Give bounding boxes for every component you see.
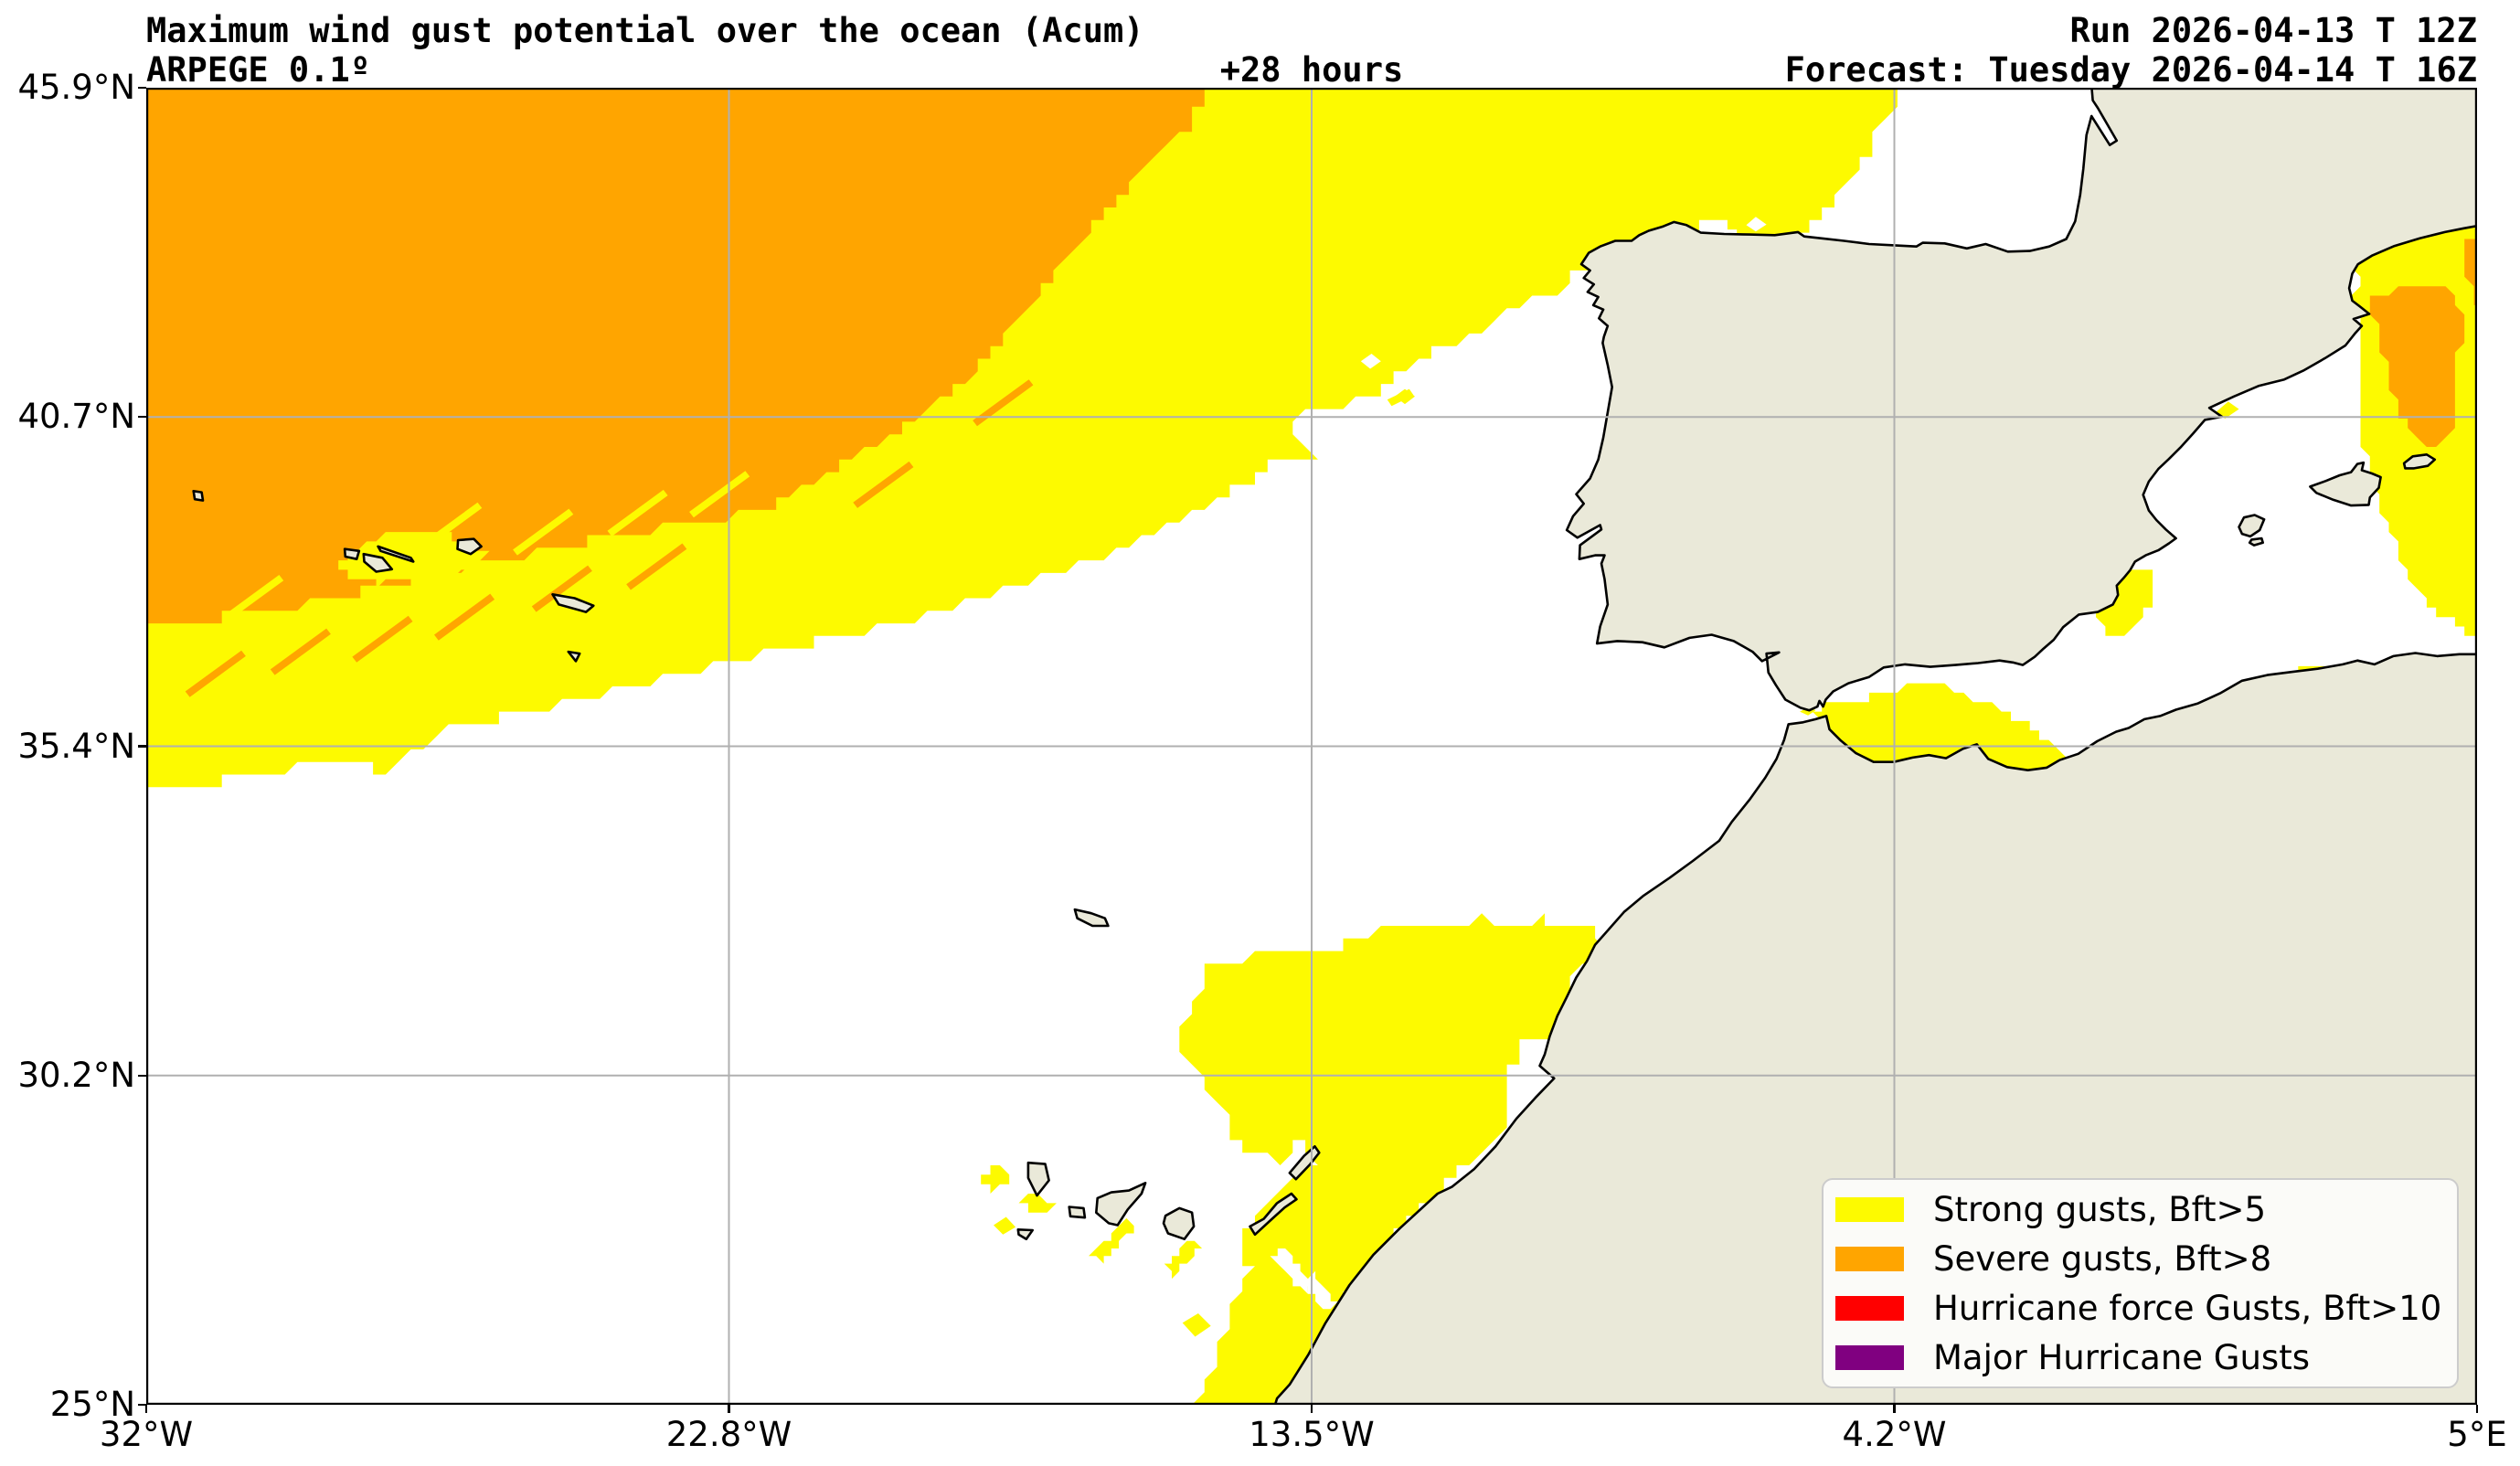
legend-swatch-hurricane bbox=[1835, 1295, 1904, 1321]
x-tick-label: 5°E bbox=[2447, 1415, 2507, 1454]
forecast-label: Forecast: Tuesday 2026-04-14 T 16Z bbox=[1784, 50, 2477, 90]
legend-label: Strong gusts, Bft>5 bbox=[1933, 1189, 2267, 1229]
legend-item-severe: Severe gusts, Bft>8 bbox=[1824, 1234, 2457, 1283]
region-strong-canary-gomera bbox=[1018, 1194, 1057, 1213]
region-calm-biscay-diamond bbox=[1746, 217, 1767, 232]
region-calm-streak-canary-2 bbox=[1300, 1270, 1338, 1310]
region-strong-canary-tenerife-streak bbox=[1089, 1217, 1134, 1264]
region-calm-streak-canary-1 bbox=[1270, 1248, 1316, 1294]
map-title: Maximum wind gust potential over the oce… bbox=[146, 11, 1144, 50]
legend-item-hurricane: Hurricane force Gusts, Bft>10 bbox=[1824, 1283, 2457, 1333]
legend-item-strong: Strong gusts, Bft>5 bbox=[1824, 1184, 2457, 1234]
land-menorca bbox=[2402, 453, 2437, 470]
land-madeira bbox=[1073, 908, 1110, 928]
region-severe-gusts-gulf-of-lion bbox=[2369, 286, 2465, 447]
region-strong-canary-grancanaria-streak bbox=[1164, 1240, 1203, 1280]
x-tick-13.5°W bbox=[1310, 1405, 1313, 1413]
map-canvas bbox=[146, 88, 2477, 1405]
y-tick-25°N bbox=[138, 1403, 146, 1407]
region-strong-slash-west-iberia bbox=[1387, 388, 1414, 407]
region-severe-streak-3 bbox=[352, 615, 413, 663]
land-la-palma bbox=[1026, 1161, 1050, 1197]
land-tenerife bbox=[1095, 1182, 1147, 1227]
region-strong-diamond-ebro bbox=[2216, 401, 2239, 419]
region-strong-diamond-west-iberia-1 bbox=[1368, 369, 1389, 386]
land-sao-jorge bbox=[377, 545, 415, 563]
region-severe-streak-8 bbox=[973, 379, 1034, 427]
region-severe-streak-1 bbox=[185, 650, 246, 697]
region-calm-diamond-west-iberia bbox=[1360, 354, 1381, 369]
legend-swatch-severe bbox=[1835, 1246, 1904, 1271]
lead-time-label: +28 hours bbox=[1219, 50, 1404, 90]
y-tick-45.9°N bbox=[138, 86, 146, 90]
y-tick-30.2°N bbox=[138, 1074, 146, 1077]
x-tick-5°E bbox=[2475, 1405, 2479, 1413]
legend-label: Severe gusts, Bft>8 bbox=[1933, 1238, 2272, 1279]
land-la-gomera bbox=[1068, 1206, 1087, 1219]
region-strong-canary-hierro-diamond bbox=[994, 1216, 1016, 1235]
region-severe-streak-2 bbox=[270, 628, 331, 675]
region-severe-streak-7 bbox=[853, 461, 914, 508]
model-label: ARPEGE 0.1º bbox=[146, 50, 371, 90]
x-tick-label: 4.2°W bbox=[1842, 1415, 1947, 1454]
y-tick-label: 30.2°N bbox=[17, 1055, 135, 1095]
land-flores bbox=[192, 490, 205, 502]
land-ibiza bbox=[2238, 514, 2266, 538]
axes-spine bbox=[146, 88, 2477, 1405]
region-strong-canary-south-diamond bbox=[1182, 1313, 1211, 1337]
land-el-hierro bbox=[1016, 1228, 1034, 1240]
x-tick-4.2°W bbox=[1893, 1405, 1896, 1413]
region-severe-gusts-lion-edge bbox=[2464, 239, 2477, 305]
land-mallorca bbox=[2309, 461, 2382, 507]
region-strong-streak-3 bbox=[513, 508, 574, 556]
y-tick-label: 25°N bbox=[49, 1385, 135, 1424]
region-strong-azores-halo bbox=[338, 532, 490, 590]
region-severe-streak-5 bbox=[531, 565, 592, 612]
legend-swatch-strong bbox=[1835, 1196, 1904, 1222]
x-tick-32°W bbox=[144, 1405, 148, 1413]
legend-box: Strong gusts, Bft>5 Severe gusts, Bft>8 Hu… bbox=[1822, 1178, 2459, 1388]
region-strong-streak-1 bbox=[223, 575, 284, 621]
land-terceira bbox=[456, 537, 483, 556]
region-strong-streak-4 bbox=[607, 489, 668, 536]
region-strong-gusts-alboran bbox=[1812, 683, 2068, 778]
x-tick-label: 22.8°W bbox=[665, 1415, 792, 1454]
x-tick-label: 13.5°W bbox=[1249, 1415, 1375, 1454]
land-fuerteventura bbox=[1249, 1192, 1298, 1237]
land-iberia-france bbox=[1565, 88, 2477, 712]
region-strong-streak-5 bbox=[689, 471, 750, 518]
land-santa-maria bbox=[567, 650, 581, 663]
land-sao-miguel bbox=[551, 593, 595, 613]
land-formentera bbox=[2248, 536, 2264, 547]
region-severe-streak-4 bbox=[434, 593, 495, 641]
land-gran-canaria bbox=[1162, 1206, 1196, 1240]
legend-label: Hurricane force Gusts, Bft>10 bbox=[1933, 1288, 2442, 1328]
legend-label: Major Hurricane Gusts bbox=[1933, 1337, 2310, 1377]
y-tick-label: 40.7°N bbox=[17, 397, 135, 437]
y-tick-label: 45.9°N bbox=[17, 68, 135, 107]
y-tick-35.4°N bbox=[138, 745, 146, 748]
region-strong-canary-palma bbox=[981, 1165, 1010, 1194]
x-tick-22.8°W bbox=[728, 1405, 730, 1413]
x-tick-label: 32°W bbox=[99, 1415, 194, 1454]
region-strong-gusts-canary bbox=[1179, 913, 1608, 1405]
legend-swatch-major-hurricane bbox=[1835, 1344, 1904, 1370]
region-severe-streak-6 bbox=[626, 543, 687, 590]
y-tick-40.7°N bbox=[138, 416, 146, 419]
land-pico bbox=[362, 552, 394, 573]
land-faial bbox=[343, 547, 361, 560]
legend-item-major-hurricane: Major Hurricane Gusts bbox=[1824, 1333, 2457, 1382]
run-label: Run 2026-04-13 T 12Z bbox=[2069, 11, 2477, 50]
y-tick-label: 35.4°N bbox=[17, 726, 135, 766]
region-severe-gusts-atlantic bbox=[146, 88, 1205, 624]
